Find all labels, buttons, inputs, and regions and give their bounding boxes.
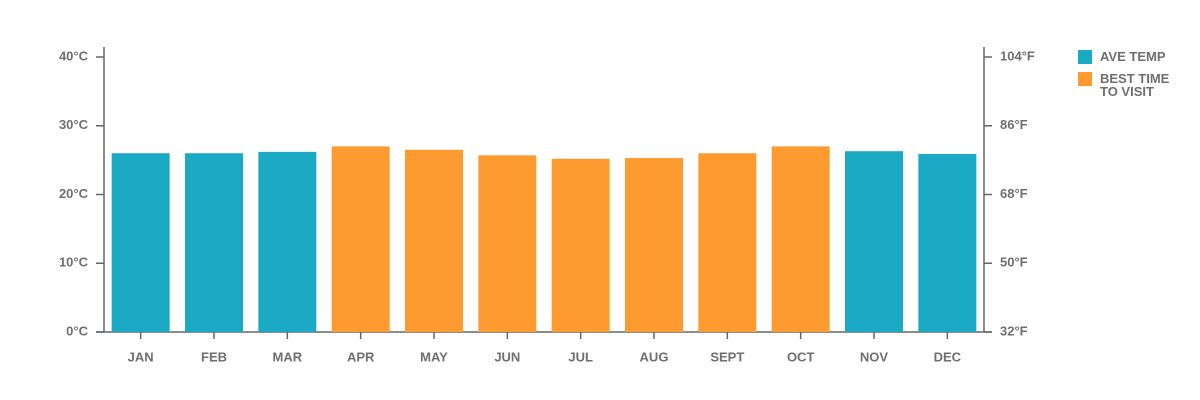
x-tick-label: SEPT (710, 349, 744, 364)
legend: AVE TEMP BEST TIME TO VISIT (1078, 50, 1193, 106)
bar (185, 153, 243, 332)
legend-item: BEST TIME TO VISIT (1078, 72, 1193, 98)
x-tick-label: JAN (128, 349, 154, 364)
bar (258, 151, 317, 332)
bar (478, 155, 537, 332)
bar (625, 158, 683, 332)
y-tick-label: 0°C (66, 323, 88, 338)
legend-item: AVE TEMP (1078, 50, 1193, 64)
bar (845, 151, 903, 332)
x-tick-label: MAY (420, 349, 448, 364)
x-tick-label: JUL (568, 349, 593, 364)
x-tick-label: AUG (640, 349, 669, 364)
bar (405, 149, 463, 332)
bar (698, 153, 757, 332)
y-tick-label: 10°C (59, 255, 89, 270)
x-tick-label: OCT (787, 349, 815, 364)
y-tick-label: 40°C (59, 48, 89, 63)
bar (111, 153, 170, 332)
legend-swatch (1078, 50, 1092, 64)
bar (918, 153, 977, 332)
y2-tick-label: 32°F (1000, 323, 1028, 338)
bar (771, 146, 830, 332)
legend-swatch (1078, 72, 1092, 86)
x-tick-label: APR (347, 349, 375, 364)
x-tick-label: MAR (273, 349, 303, 364)
bar (331, 146, 390, 332)
legend-label: BEST TIME TO VISIT (1100, 71, 1170, 99)
x-tick-label: FEB (201, 349, 227, 364)
bar (551, 158, 610, 332)
y2-tick-label: 86°F (1000, 117, 1028, 132)
y2-tick-label: 104°F (1000, 48, 1035, 63)
x-tick-label: JUN (494, 349, 520, 364)
y-tick-label: 30°C (59, 117, 89, 132)
x-tick-label: DEC (934, 349, 962, 364)
legend-label: AVE TEMP (1100, 49, 1166, 64)
x-tick-label: NOV (860, 349, 889, 364)
y2-tick-label: 50°F (1000, 255, 1028, 270)
y-tick-label: 20°C (59, 186, 89, 201)
y2-tick-label: 68°F (1000, 186, 1028, 201)
